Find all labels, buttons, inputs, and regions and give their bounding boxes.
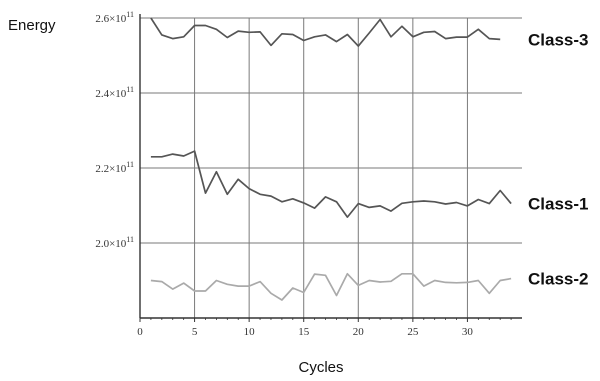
y-tick-label: 2.4×1011 [95,85,134,100]
x-tick-label: 25 [407,326,419,338]
series-line-class-1 [150,150,512,218]
series-lines [150,17,512,301]
x-axis-label: Cycles [298,359,343,376]
series-label-class-2: Class-2 [528,270,588,289]
x-tick-label: 10 [244,326,256,338]
x-tick-label: 20 [353,326,365,338]
grid [140,17,522,318]
y-tick-label: 2.0×1011 [95,235,134,250]
series-label-class-3: Class-3 [528,30,588,49]
x-tick-label: 15 [298,326,310,338]
y-tick-label: 2.2×1011 [95,160,134,175]
tick-labels: 0 5 10 15 20 25 30 2.0×1011 2.2×1011 2.4×1011 2.6×… [95,10,473,338]
x-tick-label: 30 [462,326,474,338]
x-tick-label: 0 [137,326,143,338]
series-labels: Class-3 Class-1 Class-2 [528,30,588,288]
series-line-class-3 [150,17,501,47]
series-label-class-1: Class-1 [528,195,588,214]
y-tick-label: 2.6×1011 [95,10,134,25]
axes [139,14,522,322]
y-axis-label: Energy [8,17,56,34]
x-tick-label: 5 [192,326,198,338]
series-line-class-2 [150,272,512,301]
